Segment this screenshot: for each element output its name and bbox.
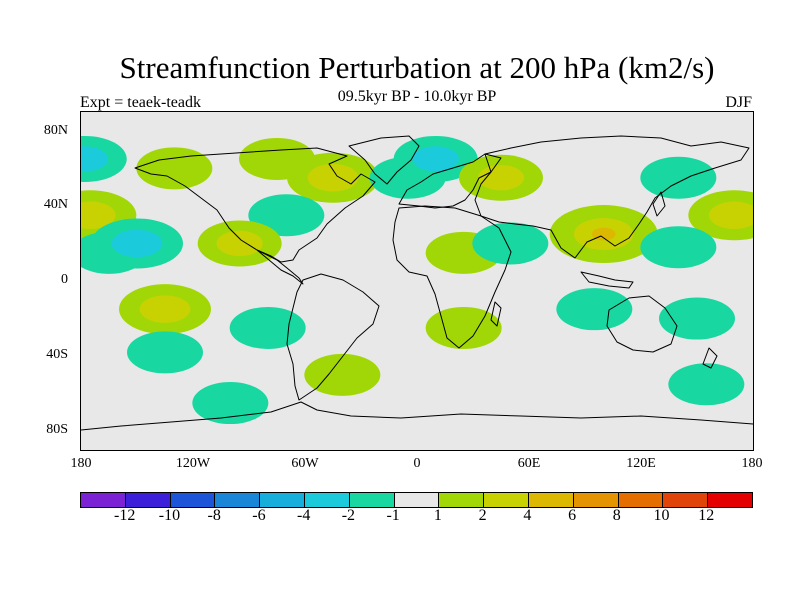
color-legend [80, 492, 753, 508]
anomaly-core [307, 163, 359, 192]
legend-swatch [708, 493, 752, 507]
anomaly-core [709, 201, 753, 230]
coastline-north-america [134, 147, 376, 263]
lon-tick-180e: 180 [741, 456, 763, 471]
anomaly-region [425, 306, 502, 349]
legend-label: -8 [207, 507, 221, 524]
legend-swatch [394, 493, 440, 507]
coastline-indonesia [580, 271, 634, 289]
legend-label: 1 [433, 507, 442, 524]
lon-tick-60w: 60W [291, 456, 319, 471]
lon-tick-180w: 180 [70, 456, 92, 471]
legend-label: 2 [478, 507, 487, 524]
map-svg [81, 135, 753, 431]
anomaly-region [556, 288, 633, 331]
lat-tick-80n: 80N [43, 123, 68, 138]
legend-label: -10 [158, 507, 181, 524]
coastline-asia [474, 135, 750, 259]
anomaly-core [216, 230, 263, 257]
legend-swatch [81, 493, 126, 507]
anomaly-core [412, 146, 459, 172]
anomaly-region [472, 222, 549, 265]
lon-tick-0: 0 [413, 456, 421, 471]
lat-tick-40s: 40S [46, 347, 68, 362]
coastline-antarctica [81, 401, 753, 431]
anomaly-core [111, 229, 163, 258]
experiment-label: Expt = teaek-teadk [80, 94, 201, 111]
lat-tick-40n: 40N [43, 197, 68, 212]
anomaly-region [136, 147, 213, 190]
coastline-greenland [348, 135, 420, 185]
legend-swatch [484, 493, 529, 507]
anomaly-region [229, 306, 306, 349]
legend-swatch [215, 493, 261, 507]
anomaly-region [248, 194, 325, 237]
coastline-madagascar [490, 301, 502, 327]
coastline-africa [392, 205, 512, 349]
coastline-australia [606, 295, 678, 353]
anomaly-region [640, 156, 717, 199]
legend-label: -1 [386, 507, 400, 524]
legend-label: -12 [114, 507, 136, 524]
map-panel [80, 111, 754, 451]
legend-swatch [125, 493, 171, 507]
lon-tick-120e: 120E [626, 456, 656, 471]
legend-label: 4 [523, 507, 532, 524]
lon-tick-120w: 120W [175, 456, 211, 471]
legend-label: -2 [341, 507, 356, 524]
anomaly-core [139, 295, 191, 323]
legend-label: 12 [698, 507, 715, 524]
legend-swatch [260, 493, 305, 507]
plot-title: Streamfunction Perturbation at 200 hPa (… [119, 50, 715, 85]
coastline-south-america [286, 273, 380, 401]
legend-swatch [304, 493, 350, 507]
coastline-central-america [256, 249, 304, 285]
legend-swatch [573, 493, 619, 507]
lon-tick-60e: 60E [517, 456, 541, 471]
anomaly-region [659, 297, 735, 340]
coastline-new-zealand [702, 347, 718, 369]
legend-swatch [170, 493, 216, 507]
legend-swatch [618, 493, 664, 507]
legend-swatch [663, 493, 709, 507]
legend-label: -4 [296, 507, 311, 524]
legend-label: 10 [653, 507, 670, 524]
legend-swatch [528, 493, 574, 507]
legend-label: 6 [568, 507, 577, 524]
anomaly-core [81, 201, 116, 230]
lat-tick-80s: 80S [46, 422, 68, 437]
lat-tick-0: 0 [61, 272, 68, 287]
anomaly-region [668, 363, 745, 406]
legend-swatch [439, 493, 485, 507]
anomaly-region [304, 353, 381, 396]
period-label: 09.5kyr BP - 10.0kyr BP [337, 88, 497, 105]
anomaly-region [640, 226, 717, 269]
season-label: DJF [725, 94, 752, 111]
anomaly-region [192, 382, 269, 425]
legend-label: -6 [252, 507, 266, 524]
legend-swatch [349, 493, 395, 507]
anomaly-core [477, 165, 525, 191]
legend-label: 8 [612, 507, 621, 524]
coastline-japan [652, 191, 666, 217]
anomaly-region [127, 331, 203, 374]
anomaly-core [81, 146, 108, 172]
